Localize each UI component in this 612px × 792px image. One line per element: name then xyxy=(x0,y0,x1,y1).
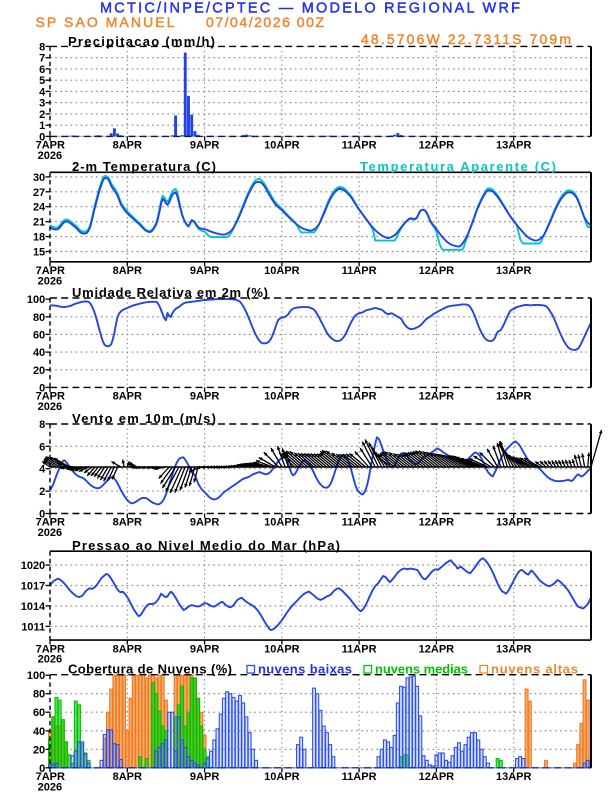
svg-text:10APR: 10APR xyxy=(264,517,300,529)
svg-text:2026: 2026 xyxy=(38,654,62,666)
svg-text:9APR: 9APR xyxy=(190,265,219,277)
svg-text:6: 6 xyxy=(39,64,45,76)
svg-text:9APR: 9APR xyxy=(190,140,219,152)
svg-text:9APR: 9APR xyxy=(190,391,219,403)
svg-text:1: 1 xyxy=(39,120,45,132)
svg-text:8APR: 8APR xyxy=(113,643,142,655)
svg-text:7APR: 7APR xyxy=(36,140,65,152)
svg-text:13APR: 13APR xyxy=(496,265,532,277)
svg-text:8APR: 8APR xyxy=(113,771,142,783)
svg-text:20: 20 xyxy=(33,365,45,377)
svg-text:7APR: 7APR xyxy=(36,643,65,655)
svg-text:40: 40 xyxy=(33,347,45,359)
svg-text:4: 4 xyxy=(39,464,46,476)
svg-text:11APR: 11APR xyxy=(342,391,377,403)
svg-text:24: 24 xyxy=(33,202,46,214)
svg-text:12APR: 12APR xyxy=(419,771,455,783)
svg-text:13APR: 13APR xyxy=(496,771,532,783)
svg-text:1017: 1017 xyxy=(21,581,45,593)
svg-text:nuvens baixas: nuvens baixas xyxy=(258,662,352,677)
svg-text:11APR: 11APR xyxy=(342,771,377,783)
svg-text:Temperatura Aparente (C): Temperatura Aparente (C) xyxy=(360,159,556,174)
svg-text:7APR: 7APR xyxy=(36,391,65,403)
svg-text:20: 20 xyxy=(33,744,45,756)
svg-text:13APR: 13APR xyxy=(496,517,532,529)
svg-text:60: 60 xyxy=(33,707,45,719)
svg-text:07/04/2026 00Z: 07/04/2026 00Z xyxy=(206,14,324,30)
svg-text:7APR: 7APR xyxy=(36,517,65,529)
svg-text:12APR: 12APR xyxy=(419,140,455,152)
svg-text:8APR: 8APR xyxy=(113,391,142,403)
svg-text:5: 5 xyxy=(39,75,45,87)
svg-text:9APR: 9APR xyxy=(190,643,219,655)
svg-text:8APR: 8APR xyxy=(113,265,142,277)
svg-text:100: 100 xyxy=(27,670,45,682)
svg-text:6: 6 xyxy=(39,441,45,453)
svg-text:18: 18 xyxy=(33,232,45,244)
svg-text:2026: 2026 xyxy=(38,781,62,792)
svg-text:40: 40 xyxy=(33,726,45,738)
svg-text:8APR: 8APR xyxy=(113,517,142,529)
svg-text:10APR: 10APR xyxy=(264,391,300,403)
svg-text:0: 0 xyxy=(39,509,45,521)
svg-text:9APR: 9APR xyxy=(190,517,219,529)
svg-text:30: 30 xyxy=(33,172,45,184)
svg-text:8APR: 8APR xyxy=(113,140,142,152)
svg-text:11APR: 11APR xyxy=(342,265,377,277)
svg-text:80: 80 xyxy=(33,689,45,701)
svg-text:60: 60 xyxy=(33,329,45,341)
svg-text:27: 27 xyxy=(33,187,45,199)
svg-text:1011: 1011 xyxy=(21,621,45,633)
svg-text:1020: 1020 xyxy=(21,560,45,572)
svg-text:0: 0 xyxy=(39,382,45,394)
svg-text:Pressao ao Nivel Medio do Mar: Pressao ao Nivel Medio do Mar (hPa) xyxy=(72,538,340,553)
svg-text:11APR: 11APR xyxy=(342,140,377,152)
svg-text:7: 7 xyxy=(39,53,45,65)
svg-text:2026: 2026 xyxy=(38,150,62,162)
svg-text:12APR: 12APR xyxy=(419,265,455,277)
svg-text:10APR: 10APR xyxy=(264,643,300,655)
svg-text:0: 0 xyxy=(39,763,45,775)
svg-text:3: 3 xyxy=(39,98,45,110)
svg-text:100: 100 xyxy=(27,294,45,306)
svg-text:2-m Temperatura (C): 2-m Temperatura (C) xyxy=(72,159,216,174)
svg-text:7APR: 7APR xyxy=(36,771,65,783)
svg-text:8: 8 xyxy=(39,419,45,431)
svg-text:9APR: 9APR xyxy=(190,771,219,783)
svg-text:8: 8 xyxy=(39,41,45,53)
svg-text:nuvens medias: nuvens medias xyxy=(375,662,468,677)
svg-text:12APR: 12APR xyxy=(419,517,455,529)
svg-text:11APR: 11APR xyxy=(342,517,377,529)
svg-text:4: 4 xyxy=(39,86,46,98)
svg-text:2026: 2026 xyxy=(38,527,62,539)
svg-text:13APR: 13APR xyxy=(496,391,532,403)
svg-text:15: 15 xyxy=(33,247,45,259)
svg-text:2026: 2026 xyxy=(38,275,62,287)
svg-text:2026: 2026 xyxy=(38,401,62,413)
svg-text:Umidade Relativa em 2m (%): Umidade Relativa em 2m (%) xyxy=(72,285,268,300)
svg-text:11APR: 11APR xyxy=(342,643,377,655)
svg-text:7APR: 7APR xyxy=(36,265,65,277)
svg-text:10APR: 10APR xyxy=(264,265,300,277)
svg-text:12APR: 12APR xyxy=(419,391,455,403)
svg-text:Cobertura de Nuvens (%): Cobertura de Nuvens (%) xyxy=(68,662,232,677)
svg-text:SP SAO MANUEL: SP SAO MANUEL xyxy=(36,14,175,30)
svg-text:0: 0 xyxy=(39,131,45,143)
svg-text:21: 21 xyxy=(33,217,45,229)
svg-text:12APR: 12APR xyxy=(419,643,455,655)
svg-text:2: 2 xyxy=(39,109,45,121)
svg-text:nuvens altas: nuvens altas xyxy=(491,662,578,677)
svg-text:1014: 1014 xyxy=(21,601,46,613)
svg-text:Precipitacao (mm/h): Precipitacao (mm/h) xyxy=(68,34,215,49)
svg-text:13APR: 13APR xyxy=(496,140,532,152)
svg-text:13APR: 13APR xyxy=(496,643,532,655)
svg-text:10APR: 10APR xyxy=(264,140,300,152)
svg-text:10APR: 10APR xyxy=(264,771,300,783)
svg-text:80: 80 xyxy=(33,312,45,324)
svg-text:2: 2 xyxy=(39,486,45,498)
